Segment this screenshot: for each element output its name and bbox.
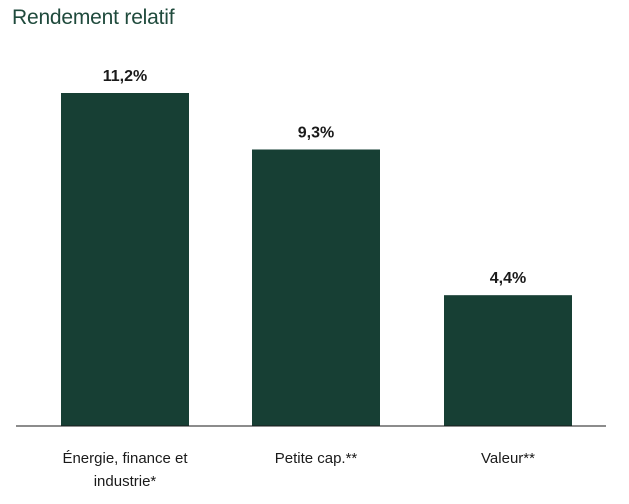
labels-layer: 11,2% Énergie, finance et industrie* 9,3% Pe…: [62, 68, 535, 490]
bars-layer: [61, 93, 572, 426]
bar-2: [444, 295, 572, 426]
bar-0: [61, 93, 189, 426]
category-label-0-line-0: Énergie, finance et: [62, 450, 188, 467]
chart-title: Rendement relatif: [12, 6, 175, 29]
value-label-2: 4,4%: [490, 270, 526, 287]
value-label-0: 11,2%: [103, 68, 147, 85]
value-label-1: 9,3%: [298, 124, 334, 141]
bar-1: [252, 149, 380, 426]
category-label-1: Petite cap.**: [275, 450, 358, 467]
category-label-2: Valeur**: [481, 450, 535, 467]
category-label-0-line-1: industrie*: [94, 473, 157, 490]
